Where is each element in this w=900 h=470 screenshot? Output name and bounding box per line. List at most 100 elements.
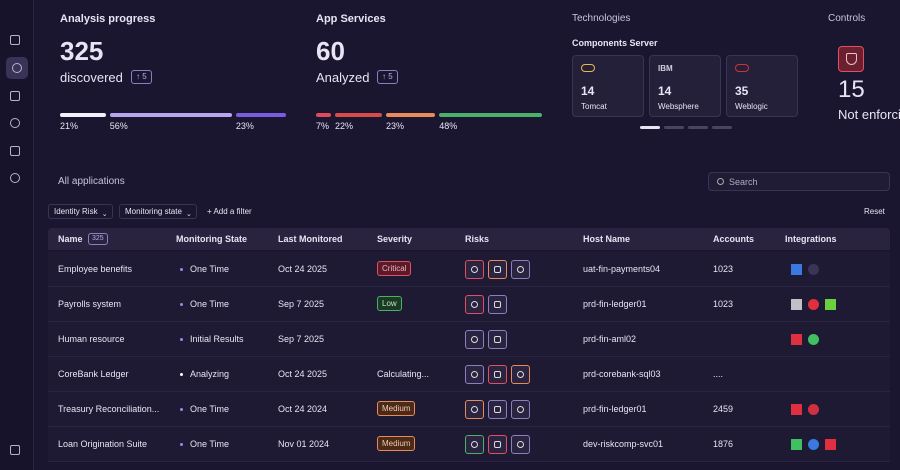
- progress-label: 56%: [109, 121, 128, 131]
- state-dot: [180, 408, 183, 411]
- risk-icon[interactable]: [488, 435, 507, 454]
- integration-icon: [825, 299, 836, 310]
- filter-chip[interactable]: Monitoring state ⌄: [119, 204, 197, 219]
- progress-label: 48%: [439, 121, 458, 131]
- filter-text: Identity Risk: [54, 207, 98, 216]
- tech-tile[interactable]: IBM 14 Websphere: [649, 55, 721, 117]
- risk-icon[interactable]: [465, 330, 484, 349]
- risk-glyph: [471, 371, 478, 378]
- risk-icon[interactable]: [488, 400, 507, 419]
- host-name: prd-fin-ledger01: [583, 299, 647, 309]
- nav-glyph: [10, 445, 20, 455]
- risk-icon[interactable]: [488, 295, 507, 314]
- nav-icon[interactable]: [9, 444, 21, 456]
- risk-icon[interactable]: [488, 365, 507, 384]
- severity-badge: Low: [377, 296, 402, 311]
- state-dot: [180, 268, 183, 271]
- nav-icon[interactable]: [9, 34, 21, 46]
- nav-glyph: [10, 146, 20, 156]
- risk-glyph: [494, 441, 501, 448]
- app-name: Loan Origination Suite: [58, 439, 148, 449]
- risk-glyph: [471, 441, 478, 448]
- reset-button[interactable]: Reset: [864, 207, 885, 216]
- column-header: Integrations: [785, 234, 837, 244]
- app-name: Payrolls system: [58, 299, 122, 309]
- badge-value: 5: [142, 72, 147, 81]
- carousel-dot[interactable]: [712, 126, 732, 129]
- host-name: prd-fin-aml02: [583, 334, 637, 344]
- severity-badge: Critical: [377, 261, 412, 276]
- tech-tile[interactable]: 35 Weblogic: [726, 55, 798, 117]
- column-header: Risks: [465, 234, 490, 244]
- tech-count: 35: [735, 84, 749, 98]
- risk-icon[interactable]: [465, 365, 484, 384]
- state-dot: [180, 443, 183, 446]
- carousel-dot[interactable]: [640, 126, 660, 129]
- nav-icon[interactable]: [9, 117, 21, 129]
- state-dot: [180, 338, 183, 341]
- tech-tile[interactable]: 14 Tomcat: [572, 55, 644, 117]
- tech-name: Weblogic: [735, 102, 768, 111]
- risk-icon[interactable]: [488, 330, 507, 349]
- app-name: Treasury Reconciliation...: [58, 404, 160, 414]
- nav-icon[interactable]: [9, 145, 21, 157]
- monitoring-state: One Time: [190, 404, 230, 414]
- risk-glyph: [494, 266, 501, 273]
- carousel-dot[interactable]: [688, 126, 708, 129]
- accounts: 1023: [713, 299, 734, 309]
- risk-glyph: [471, 301, 478, 308]
- section-title: All applications: [58, 176, 125, 187]
- host-name: uat-fin-payments04: [583, 264, 661, 274]
- chevron: ⌄: [186, 211, 192, 218]
- risk-icon[interactable]: [511, 435, 530, 454]
- accounts: 2459: [713, 404, 734, 414]
- card-label: discovered: [60, 70, 123, 85]
- risk-icon[interactable]: [465, 295, 484, 314]
- add-filter[interactable]: + Add a filter: [207, 207, 252, 216]
- progress-segment: [316, 113, 331, 117]
- severity-badge: Medium: [377, 436, 416, 451]
- filter-chip[interactable]: Identity Risk ⌄: [48, 204, 113, 219]
- risk-glyph: [494, 301, 501, 308]
- monitoring-state: Initial Results: [190, 334, 244, 344]
- nav-icon[interactable]: [9, 90, 21, 102]
- progress-segment: [334, 113, 383, 117]
- progress-label: 7%: [316, 121, 330, 131]
- last-monitored: Sep 7 2025: [278, 334, 325, 344]
- card-subtitle: Components Server: [572, 38, 658, 48]
- risk-icon[interactable]: [465, 260, 484, 279]
- progress-segment: [60, 113, 106, 117]
- app-name: CoreBank Ledger: [58, 369, 129, 379]
- search-box[interactable]: Search: [708, 172, 890, 191]
- badge-value: 5: [388, 72, 393, 81]
- tech-name: Websphere: [658, 102, 699, 111]
- nav-icon[interactable]: [6, 57, 28, 79]
- column-header: Monitoring State: [176, 234, 247, 244]
- carousel-dot[interactable]: [664, 126, 684, 129]
- risk-icon[interactable]: [511, 400, 530, 419]
- control-count: 15: [838, 76, 865, 103]
- risk-icon[interactable]: [465, 435, 484, 454]
- nav-glyph: [10, 35, 20, 45]
- risk-glyph: [494, 371, 501, 378]
- progress-segment: [109, 113, 232, 117]
- progress-label: 21%: [60, 121, 79, 131]
- tech-name: Tomcat: [581, 102, 607, 111]
- risk-icon[interactable]: [511, 365, 530, 384]
- risk-icon[interactable]: [511, 260, 530, 279]
- nav-icon[interactable]: [9, 172, 21, 184]
- tech-logo: IBM: [658, 64, 673, 73]
- progress-label: 22%: [334, 121, 353, 131]
- risk-icon[interactable]: [488, 260, 507, 279]
- tech-logo: [735, 64, 749, 72]
- column-header: Host Name: [583, 234, 631, 244]
- risk-glyph: [517, 406, 524, 413]
- severity-badge: Medium: [377, 401, 416, 416]
- badge-arrow: ↑: [136, 72, 143, 81]
- risk-glyph: [471, 406, 478, 413]
- monitoring-state: One Time: [190, 299, 230, 309]
- last-monitored: Oct 24 2025: [278, 369, 328, 379]
- risk-icon[interactable]: [465, 400, 484, 419]
